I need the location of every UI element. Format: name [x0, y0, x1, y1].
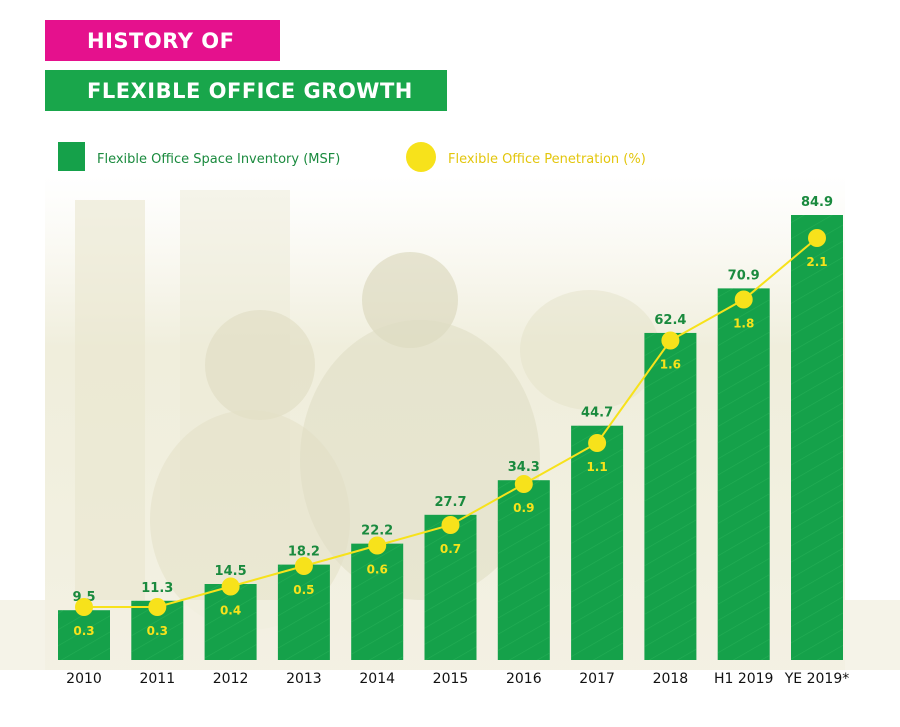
bar-texture	[424, 514, 477, 660]
penetration-value-label: 0.6	[367, 563, 388, 577]
bar-texture	[277, 564, 330, 660]
penetration-value-label: 2.1	[806, 255, 827, 269]
legend: Flexible Office Space Inventory (MSF) Fl…	[58, 142, 646, 172]
x-tick-label: 2011	[139, 671, 175, 687]
penetration-value-label: 0.9	[513, 501, 534, 515]
bar-texture	[497, 480, 550, 660]
penetration-value-label: 0.4	[220, 604, 241, 618]
penetration-point	[441, 516, 460, 534]
legend-swatch-line	[406, 142, 436, 172]
penetration-point	[808, 229, 826, 247]
legend-swatch-bars	[58, 142, 85, 171]
penetration-value-label: 0.5	[293, 583, 314, 597]
x-tick-label: H1 2019	[714, 671, 774, 687]
bar-texture	[58, 610, 110, 660]
bar-value-label: 27.7	[434, 495, 466, 510]
x-tick-label: 2013	[286, 671, 322, 687]
penetration-point	[75, 598, 93, 616]
x-tick-label: 2014	[359, 671, 395, 687]
bar-texture	[571, 425, 624, 660]
title-line-1: HISTORY OF	[45, 20, 280, 61]
x-tick-label: 2015	[433, 671, 469, 687]
bar-value-label: 22.2	[361, 524, 393, 539]
bar-value-label: 34.3	[508, 460, 540, 475]
penetration-point	[148, 598, 167, 616]
x-tick-label: 2012	[213, 671, 249, 687]
penetration-point	[734, 290, 753, 309]
bar-texture	[791, 215, 843, 660]
bar-series: 9.511.314.518.222.227.734.344.762.470.98…	[58, 195, 843, 660]
legend-label-penetration: Flexible Office Penetration (%)	[448, 152, 646, 167]
penetration-value-label: 1.1	[586, 460, 607, 474]
penetration-value-label: 0.7	[440, 542, 461, 556]
penetration-point	[514, 475, 533, 493]
x-tick-label: 2010	[66, 671, 102, 687]
x-axis-labels: 2010 2011 2012 2013 2014 2015 2016 2017 2018 H1 2…	[66, 671, 849, 687]
penetration-value-label: 1.6	[660, 358, 681, 372]
penetration-value-label: 0.3	[73, 624, 94, 638]
bar-value-label: 14.5	[215, 564, 247, 579]
bar-value-label: 11.3	[141, 581, 173, 596]
bar-texture	[717, 288, 770, 660]
x-tick-label: 2016	[506, 671, 542, 687]
bar-texture	[351, 543, 404, 660]
title-line-2: FLEXIBLE OFFICE GROWTH	[45, 70, 447, 111]
penetration-point	[294, 557, 313, 575]
bar-value-label: 44.7	[581, 406, 613, 421]
bar-texture	[204, 583, 257, 660]
penetration-point	[588, 434, 607, 452]
x-tick-label: YE 2019*	[784, 671, 849, 687]
penetration-value-label: 0.3	[147, 624, 168, 638]
legend-label-inventory: Flexible Office Space Inventory (MSF)	[97, 152, 340, 167]
bar-value-label: 18.2	[288, 545, 320, 560]
penetration-series: 0.3 0.3 0.4 0.5 0.6 0.7 0.9 1.1 1.6 1.8 2.1	[73, 229, 828, 638]
penetration-value-label: 1.8	[733, 317, 754, 331]
x-tick-label: 2018	[653, 671, 689, 687]
bar-value-label: 70.9	[728, 268, 760, 283]
penetration-point	[661, 331, 680, 350]
bar-texture	[644, 332, 697, 660]
x-tick-label: 2017	[579, 671, 615, 687]
penetration-point	[221, 577, 240, 596]
penetration-point	[368, 536, 387, 555]
bar-value-label: 62.4	[654, 313, 686, 328]
bar-value-label: 84.9	[801, 195, 833, 210]
